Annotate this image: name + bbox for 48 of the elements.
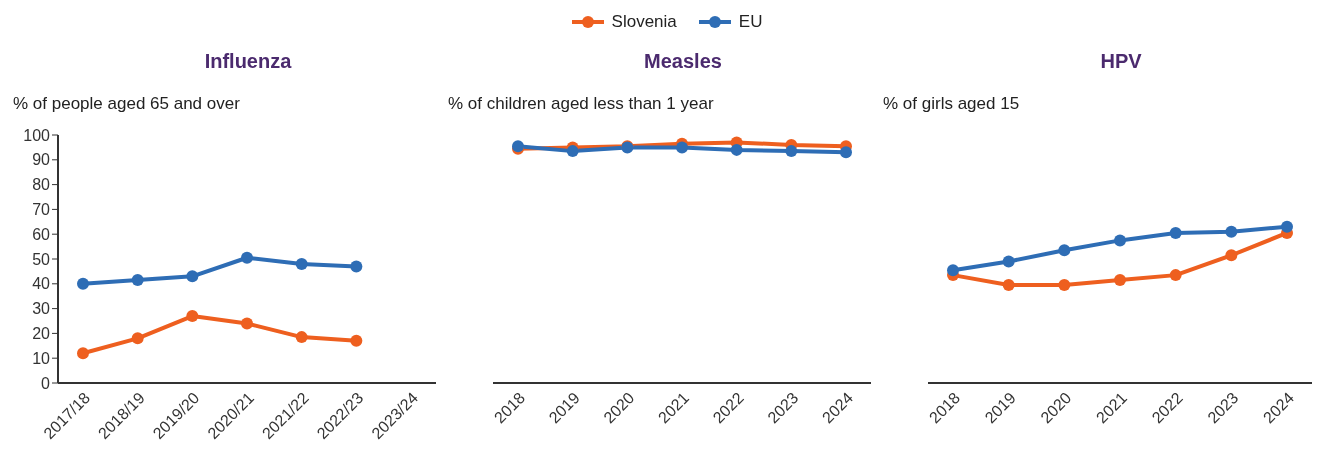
point — [1114, 274, 1126, 287]
y-axis-title: % of people aged 65 and over — [13, 94, 240, 114]
point — [1225, 249, 1238, 262]
y-axis-title: % of children aged less than 1 year — [448, 94, 714, 114]
point — [785, 145, 798, 158]
y-axis-title: % of girls aged 15 — [883, 94, 1020, 114]
point — [1225, 225, 1238, 238]
point — [947, 264, 959, 277]
point — [186, 270, 199, 283]
point — [1002, 279, 1015, 292]
point — [1169, 269, 1182, 282]
point — [1058, 279, 1071, 292]
chart-title: Influenza — [203, 50, 293, 73]
point — [1114, 234, 1126, 247]
y-tick-label: 80 — [32, 176, 51, 194]
point — [186, 310, 199, 323]
y-tick-label: 90 — [32, 151, 51, 169]
point — [840, 146, 852, 159]
point — [77, 277, 89, 290]
point — [241, 317, 253, 330]
point — [566, 145, 579, 158]
point — [1002, 255, 1015, 268]
point — [295, 331, 308, 344]
legend-label: Slovenia — [611, 12, 677, 32]
y-tick-label: 30 — [32, 300, 51, 318]
y-tick-label: 0 — [41, 374, 51, 392]
chart-title: Measles — [643, 50, 723, 73]
chart-title: HPV — [1099, 50, 1143, 73]
y-tick-label: 100 — [23, 126, 51, 144]
point — [131, 274, 144, 287]
point — [1169, 226, 1182, 239]
y-tick-label: 60 — [32, 225, 51, 243]
point — [730, 143, 743, 156]
point — [350, 260, 363, 273]
point — [350, 334, 363, 347]
y-tick-label: 50 — [32, 250, 51, 268]
y-tick-label: 20 — [32, 325, 51, 343]
point — [241, 251, 253, 264]
y-tick-label: 70 — [32, 201, 51, 219]
point — [1058, 244, 1071, 257]
point — [131, 332, 144, 345]
point — [295, 257, 308, 270]
point — [77, 347, 89, 360]
legend-label: EU — [738, 12, 763, 32]
point — [676, 141, 688, 154]
y-tick-label: 10 — [32, 349, 51, 367]
y-tick-label: 40 — [32, 275, 51, 293]
point — [1281, 220, 1293, 233]
